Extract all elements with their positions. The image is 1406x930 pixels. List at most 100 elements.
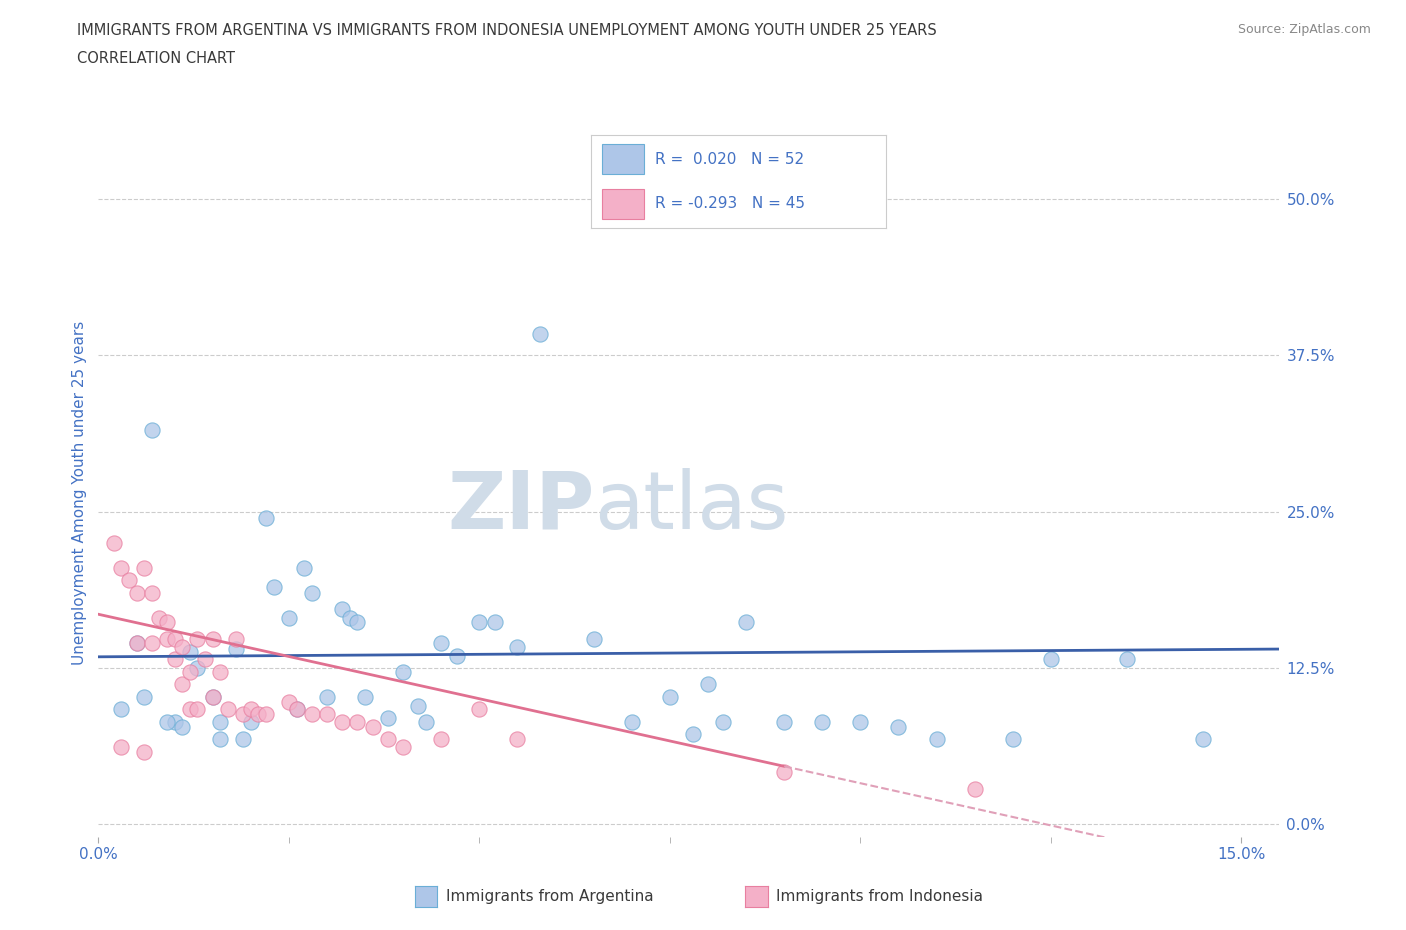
Point: [209, 732, 232, 747]
Point: [377, 711, 399, 725]
Text: ZIP: ZIP: [447, 468, 595, 546]
Point: [201, 689, 224, 704]
Point: [172, 677, 194, 692]
Point: [110, 561, 132, 576]
Point: [125, 635, 148, 650]
Point: [217, 702, 239, 717]
Point: [682, 727, 704, 742]
Point: [186, 702, 208, 717]
Point: [711, 714, 734, 729]
Point: [179, 644, 201, 659]
Point: [292, 561, 315, 576]
Point: [179, 664, 201, 679]
Point: [239, 702, 262, 717]
Point: [1192, 732, 1215, 747]
Point: [1039, 652, 1062, 667]
Text: Source: ZipAtlas.com: Source: ZipAtlas.com: [1237, 23, 1371, 36]
Point: [430, 635, 453, 650]
Point: [225, 631, 247, 646]
Point: [316, 689, 339, 704]
Point: [125, 586, 148, 601]
Point: [277, 695, 299, 710]
Point: [141, 423, 163, 438]
Point: [330, 714, 353, 729]
Point: [354, 689, 377, 704]
Point: [172, 720, 194, 735]
Point: [156, 714, 179, 729]
Text: Immigrants from Argentina: Immigrants from Argentina: [446, 889, 654, 904]
Point: [194, 652, 217, 667]
Point: [484, 615, 506, 630]
Point: [134, 561, 156, 576]
Point: [201, 689, 224, 704]
Point: [186, 660, 208, 675]
Point: [172, 639, 194, 654]
Point: [263, 579, 285, 594]
Text: R = -0.293   N = 45: R = -0.293 N = 45: [655, 196, 806, 211]
Point: [392, 739, 415, 754]
Point: [209, 714, 232, 729]
Point: [697, 677, 720, 692]
Point: [247, 707, 270, 722]
Point: [346, 615, 368, 630]
Text: atlas: atlas: [595, 468, 789, 546]
Point: [156, 615, 179, 630]
Point: [1116, 652, 1139, 667]
Point: [110, 702, 132, 717]
Point: [163, 652, 186, 667]
Point: [506, 639, 529, 654]
Point: [446, 648, 468, 663]
Point: [239, 714, 262, 729]
Point: [254, 511, 277, 525]
Point: [179, 702, 201, 717]
Point: [103, 536, 125, 551]
Point: [430, 732, 453, 747]
Point: [346, 714, 368, 729]
Text: Immigrants from Indonesia: Immigrants from Indonesia: [776, 889, 983, 904]
Point: [148, 611, 170, 626]
Point: [156, 631, 179, 646]
Point: [408, 698, 430, 713]
Point: [582, 631, 605, 646]
Point: [392, 664, 415, 679]
Point: [232, 707, 254, 722]
Point: [118, 573, 141, 588]
Point: [468, 615, 491, 630]
Point: [110, 739, 132, 754]
Point: [225, 642, 247, 657]
Point: [301, 707, 323, 722]
Point: [925, 732, 948, 747]
Point: [316, 707, 339, 722]
Text: R =  0.020   N = 52: R = 0.020 N = 52: [655, 152, 804, 166]
Point: [773, 714, 796, 729]
Point: [506, 732, 529, 747]
Point: [285, 702, 308, 717]
Point: [658, 689, 681, 704]
Point: [773, 764, 796, 779]
Point: [887, 720, 910, 735]
Point: [201, 631, 224, 646]
Point: [620, 714, 643, 729]
Point: [735, 615, 758, 630]
Point: [415, 714, 437, 729]
Point: [125, 635, 148, 650]
Point: [963, 782, 986, 797]
Point: [277, 611, 299, 626]
Point: [529, 326, 551, 341]
Point: [849, 714, 872, 729]
Point: [254, 707, 277, 722]
Point: [141, 586, 163, 601]
Point: [377, 732, 399, 747]
Point: [1001, 732, 1024, 747]
Y-axis label: Unemployment Among Youth under 25 years: Unemployment Among Youth under 25 years: [72, 321, 87, 665]
Point: [811, 714, 834, 729]
Bar: [602, 189, 644, 219]
Point: [339, 611, 361, 626]
Point: [361, 720, 384, 735]
Point: [186, 631, 208, 646]
Text: IMMIGRANTS FROM ARGENTINA VS IMMIGRANTS FROM INDONESIA UNEMPLOYMENT AMONG YOUTH : IMMIGRANTS FROM ARGENTINA VS IMMIGRANTS …: [77, 23, 936, 38]
Text: CORRELATION CHART: CORRELATION CHART: [77, 51, 235, 66]
Point: [468, 702, 491, 717]
Point: [301, 586, 323, 601]
Point: [134, 689, 156, 704]
